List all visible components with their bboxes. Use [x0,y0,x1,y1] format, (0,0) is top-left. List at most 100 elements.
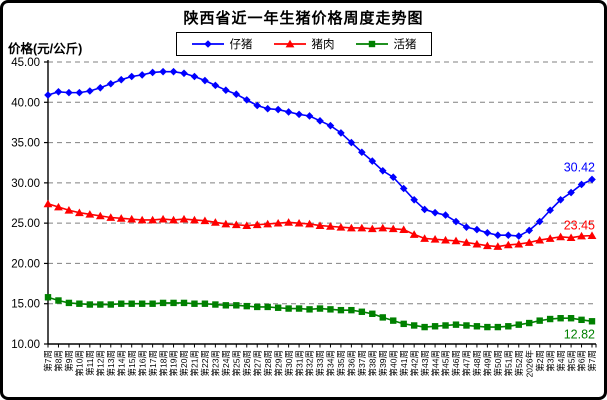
marker-diamond [295,110,303,119]
marker-diamond [201,76,209,85]
x-tick-label: 第36周 [347,350,357,376]
marker-diamond [535,217,544,226]
marker-diamond [159,67,167,76]
marker-diamond [567,188,575,197]
marker-square [442,322,449,329]
marker-triangle [284,218,294,226]
x-tick-label: 第28周 [263,350,273,376]
x-tick-label: 第31周 [294,350,304,376]
x-tick-label: 第23周 [211,350,221,376]
marker-diamond [462,223,471,231]
marker-square [295,305,303,312]
marker-diamond [556,195,565,204]
marker-square [191,300,198,307]
marker-diamond [368,157,377,165]
marker-triangle [514,239,524,248]
marker-square [494,323,502,331]
legend-marker-live-pig [355,40,388,48]
marker-triangle [305,219,314,228]
series-line-piglet [47,70,593,237]
marker-square [254,303,261,311]
marker-triangle [535,235,545,244]
marker-triangle [326,222,335,230]
x-tick-label: 第2周 [535,350,545,372]
x-tick-label: 第39周 [378,350,388,376]
marker-triangle [294,218,304,227]
y-tick-label: 40.00 [11,97,40,109]
marker-triangle [43,199,53,208]
marker-triangle [451,236,461,245]
x-tick-label: 第33周 [315,350,325,376]
marker-triangle [357,223,367,232]
marker-diamond [253,101,262,110]
marker-square [484,323,491,331]
marker-triangle [587,231,597,240]
legend-item-live-pig: 活猪 [355,36,417,52]
x-tick-label: 第38周 [368,350,378,376]
marker-triangle [74,208,84,217]
x-tick-label: 第19周 [169,350,179,376]
x-tick-label: 第20周 [179,350,189,376]
marker-triangle [346,223,356,232]
marker-diamond [514,232,523,240]
marker-diamond [504,231,513,240]
marker-diamond [117,75,126,84]
end-value-label-pork: 23.45 [564,219,595,233]
marker-diamond [86,87,94,95]
y-tick-label: 35.00 [11,138,40,150]
x-tick-label: 第25周 [232,350,242,376]
x-tick-label: 第5周 [566,350,576,372]
marker-square [400,320,407,328]
legend-marker-pork [273,39,306,48]
x-tick-label: 第46周 [451,350,461,376]
marker-diamond [378,166,387,175]
marker-diamond [358,148,366,157]
y-tick-label: 30.00 [11,178,40,190]
x-tick-label: 第52周 [514,350,524,376]
legend-label-piglet: 仔猪 [229,39,253,51]
y-tick-label: 45.00 [11,57,40,69]
marker-triangle [127,214,137,223]
marker-square [567,315,575,322]
marker-square [86,301,94,308]
marker-triangle [472,239,482,248]
marker-triangle [106,213,116,221]
marker-square [369,310,376,317]
marker-triangle [54,202,63,211]
marker-square [578,316,585,324]
x-tick-label: 第51周 [504,350,514,376]
marker-triangle [158,214,168,223]
chart-title: 陕西省近一年生猪价格周度走势图 [183,10,424,27]
y-tick-label: 20.00 [11,258,40,270]
x-tick-label: 第10周 [75,350,85,376]
marker-square [410,322,418,329]
marker-triangle [545,234,555,242]
marker-triangle [116,214,126,222]
marker-diamond [211,81,220,90]
marker-diamond [494,231,502,240]
marker-diamond [284,108,293,116]
marker-triangle [420,234,430,242]
marker-square [233,302,240,309]
marker-diamond [96,83,105,92]
marker-triangle [137,215,147,224]
marker-diamond [190,72,199,81]
marker-diamond [577,180,586,189]
marker-square [588,318,596,325]
marker-diamond [169,67,178,76]
x-tick-label: 第42周 [409,350,419,376]
x-tick-label: 第47周 [462,350,472,376]
marker-triangle [231,220,241,229]
marker-diamond [274,105,282,114]
marker-triangle [462,238,471,246]
marker-triangle [577,231,586,240]
marker-square [180,299,188,307]
marker-diamond [316,117,324,125]
x-tick-label: 第11周 [85,350,95,376]
marker-diamond [389,173,398,182]
marker-triangle [252,220,262,229]
marker-square [421,323,428,331]
marker-square [379,314,386,321]
marker-square [170,299,177,307]
marker-square [316,305,324,312]
